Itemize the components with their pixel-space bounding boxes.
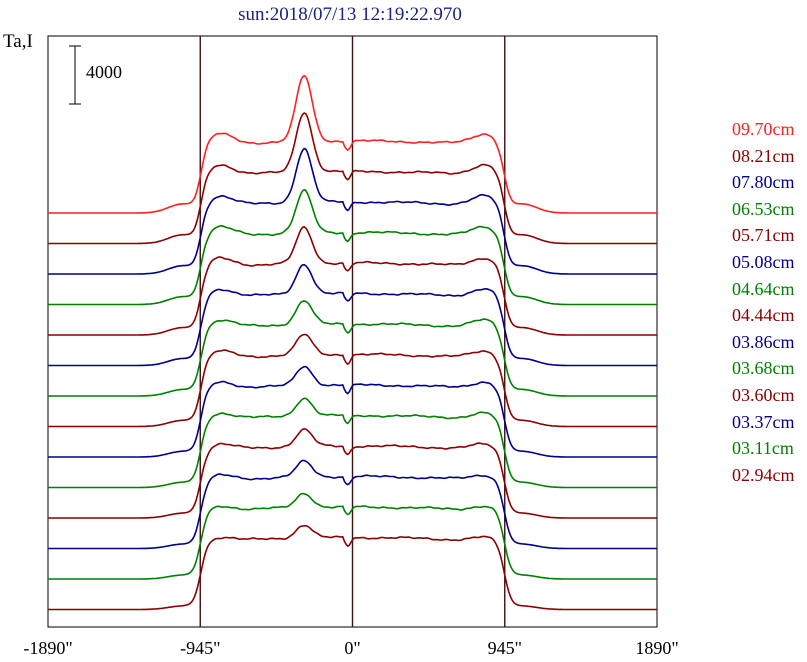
- y-axis-label: Ta,I: [3, 31, 33, 52]
- series-line: [48, 525, 657, 611]
- legend-entry: 04.64cm: [732, 278, 795, 299]
- legend-entry: 03.11cm: [732, 438, 794, 459]
- series-line: [48, 225, 657, 336]
- x-tick-label: -1890": [23, 638, 73, 658]
- series-line: [48, 188, 657, 306]
- series-line: [48, 427, 657, 519]
- chart-title: sun:2018/07/13 12:19:22.970: [238, 4, 462, 25]
- series-line: [48, 397, 657, 489]
- legend-entry: 09.70cm: [732, 119, 795, 139]
- legend-entry: 05.08cm: [732, 252, 795, 272]
- series-line: [48, 492, 657, 580]
- legend-entry: 03.86cm: [732, 331, 795, 352]
- series-line: [48, 459, 657, 550]
- series-line: [48, 365, 657, 458]
- series-line: [48, 333, 657, 428]
- scale-bar-label: 4000: [86, 62, 122, 82]
- x-tick-label: 1890": [635, 638, 679, 658]
- series-line: [48, 263, 657, 367]
- x-tick-label: -945": [180, 638, 221, 658]
- series-line: [48, 300, 657, 397]
- series-line: [48, 147, 657, 275]
- legend-entry: 02.94cm: [732, 464, 795, 485]
- legend-entry: 03.68cm: [732, 358, 795, 379]
- legend-entry: 07.80cm: [732, 172, 795, 193]
- x-tick-label: 945": [487, 638, 522, 658]
- legend-entry: 04.44cm: [732, 305, 795, 326]
- x-tick-label: 0": [344, 638, 361, 658]
- legend-entry: 03.37cm: [732, 411, 795, 432]
- legend-entry: 03.60cm: [732, 385, 795, 405]
- legend-entry: 06.53cm: [732, 198, 795, 219]
- series-line: [48, 74, 657, 214]
- legend-entry: 05.71cm: [732, 225, 795, 246]
- legend-entry: 08.21cm: [732, 145, 795, 166]
- series-line: [48, 112, 657, 245]
